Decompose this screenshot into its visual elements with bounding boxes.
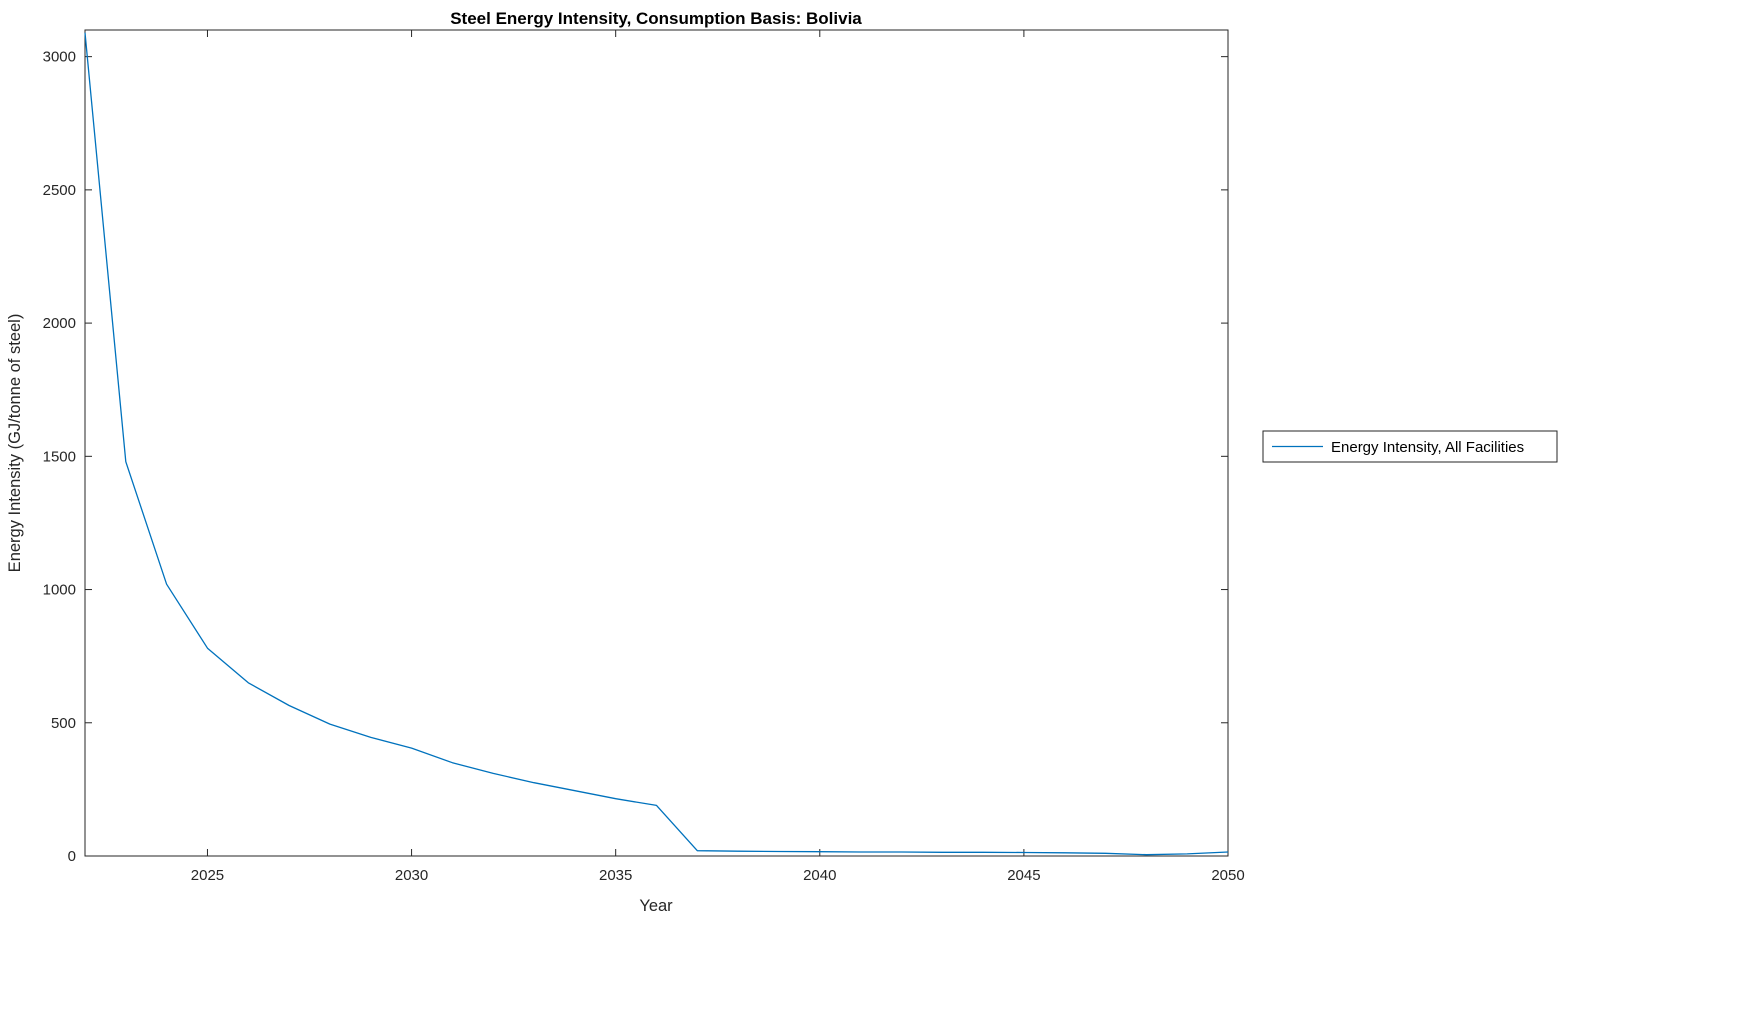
y-tick-label: 500 (51, 715, 76, 732)
chart-title: Steel Energy Intensity, Consumption Basi… (450, 9, 862, 28)
x-tick-label: 2025 (191, 867, 224, 884)
x-tick-label: 2045 (1007, 867, 1040, 884)
y-tick-label: 0 (68, 848, 76, 865)
plot-area: 2025 2030 2035 2040 2045 2050 0 500 1000 1500 2000… (43, 29, 1245, 884)
x-tick-label: 2030 (395, 867, 428, 884)
x-tick-label: 2050 (1211, 867, 1244, 884)
y-tick-label: 2000 (43, 315, 76, 332)
x-axis-label: Year (639, 897, 673, 915)
y-tick-label: 3000 (43, 49, 76, 66)
series-line-0 (84, 32, 1229, 856)
x-tick-label: 2035 (599, 867, 632, 884)
legend: Energy Intensity, All Facilities (1262, 430, 1558, 463)
legend-label: Energy Intensity, All Facilities (1331, 439, 1524, 456)
axes-box (84, 29, 1229, 857)
y-axis-label: Energy Intensity (GJ/tonne of steel) (6, 314, 24, 573)
y-tick-label: 1500 (43, 448, 76, 465)
x-tick-label: 2040 (803, 867, 836, 884)
y-tick-label: 2500 (43, 182, 76, 199)
y-tick-label: 1000 (43, 582, 76, 599)
